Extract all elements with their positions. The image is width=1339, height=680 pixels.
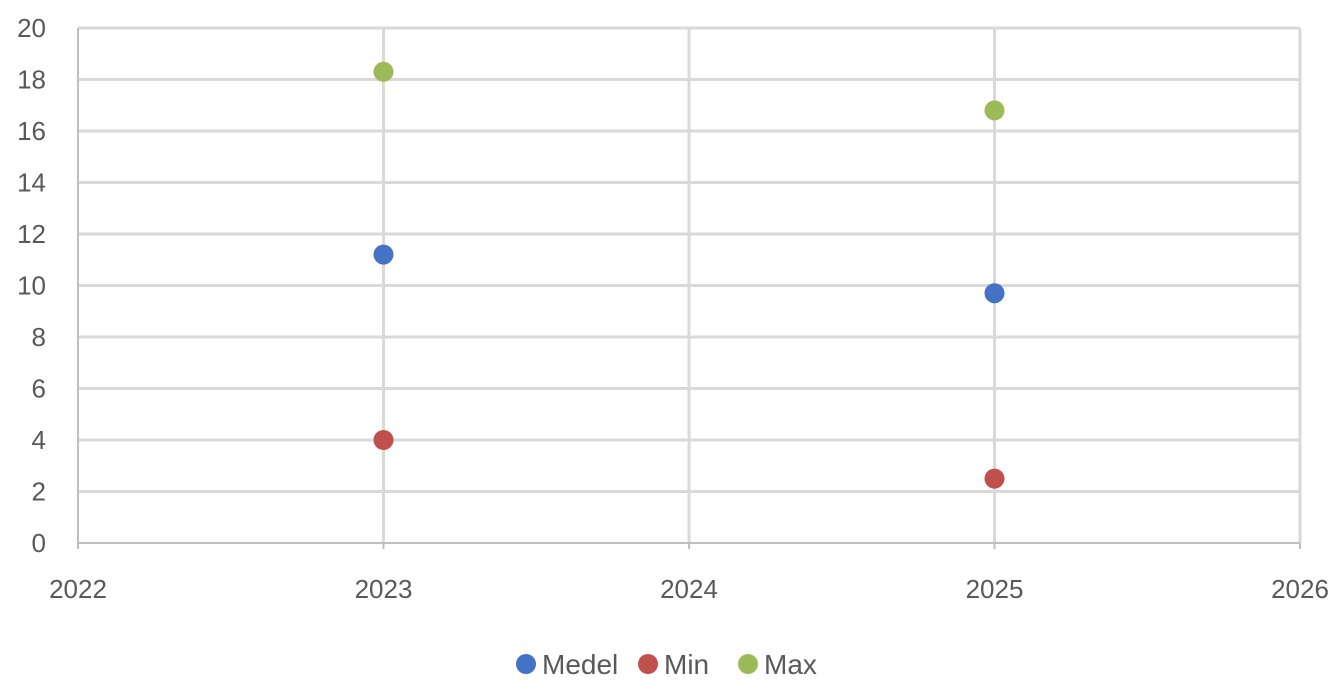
y-tick-label: 12: [17, 219, 46, 249]
y-tick-label: 16: [17, 116, 46, 146]
y-axis-tick-labels: 0 2 4 6 8 10 12 14 16 18 20: [17, 13, 46, 558]
x-tick-label: 2026: [1271, 574, 1329, 604]
x-tick-label: 2022: [49, 574, 107, 604]
y-tick-label: 8: [32, 322, 46, 352]
x-tick-label: 2025: [966, 574, 1024, 604]
x-tick-label: 2024: [660, 574, 718, 604]
y-tick-label: 18: [17, 65, 46, 95]
y-tick-label: 6: [32, 374, 46, 404]
y-tick-label: 20: [17, 13, 46, 43]
legend: Medel Min Max: [516, 649, 817, 680]
legend-label-max: Max: [764, 649, 817, 680]
y-tick-label: 2: [32, 477, 46, 507]
legend-item-medel: Medel: [516, 649, 618, 680]
legend-marker-min: [638, 654, 658, 674]
point-max: [984, 100, 1005, 121]
y-tick-label: 4: [32, 425, 46, 455]
point-medel: [373, 244, 394, 265]
legend-label-min: Min: [664, 649, 709, 680]
point-medel: [984, 283, 1005, 304]
x-axis-tick-labels: 2022 2023 2024 2025 2026: [49, 574, 1329, 604]
point-max: [373, 61, 394, 82]
legend-label-medel: Medel: [542, 649, 618, 680]
y-tick-label: 0: [32, 528, 46, 558]
point-min: [984, 468, 1005, 489]
grid-lines: [78, 26, 1302, 543]
data-points: [373, 61, 1005, 489]
y-tick-label: 10: [17, 271, 46, 301]
legend-marker-max: [738, 654, 758, 674]
point-min: [373, 430, 394, 450]
legend-marker-medel: [516, 654, 536, 674]
legend-item-min: Min: [638, 649, 709, 680]
y-tick-label: 14: [17, 168, 46, 198]
axes: [77, 28, 1301, 549]
x-tick-label: 2023: [355, 574, 413, 604]
legend-item-max: Max: [738, 649, 817, 680]
